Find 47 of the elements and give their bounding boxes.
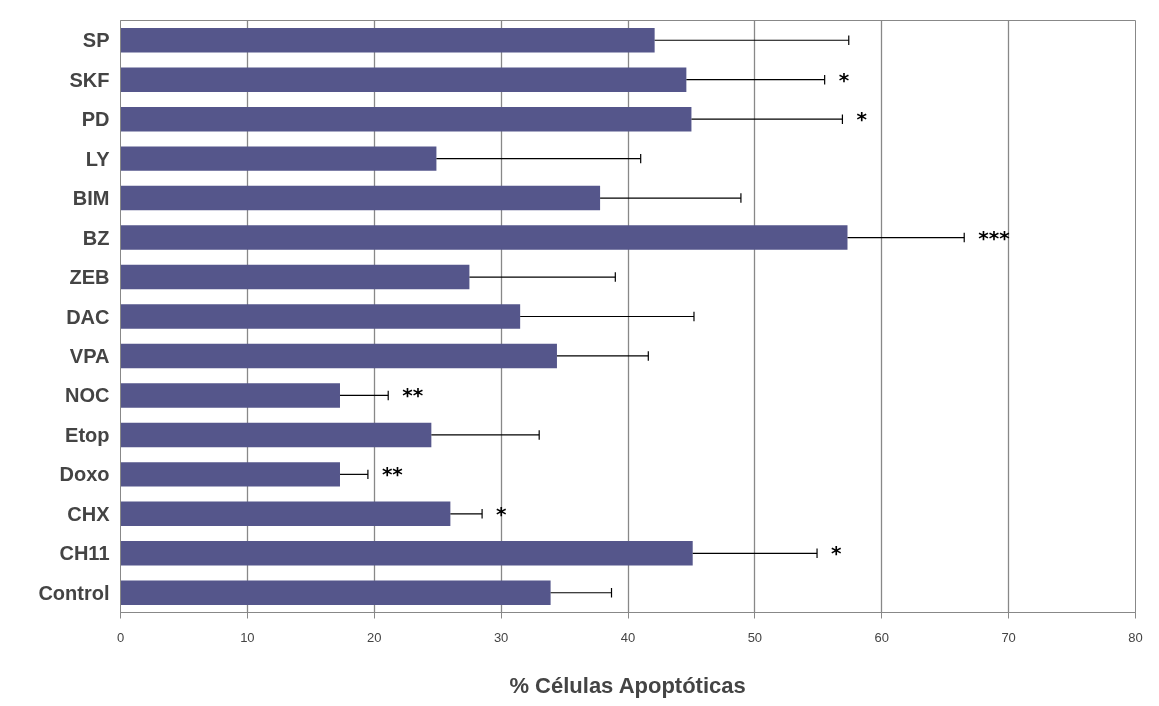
bar [120, 264, 470, 290]
bar [120, 225, 848, 250]
y-tick-label: SP [82, 29, 110, 52]
annotation: * [856, 107, 868, 132]
x-tick-label: 0 [116, 629, 125, 645]
bar [120, 462, 340, 487]
x-tick-label: 60 [874, 629, 889, 645]
bar [120, 422, 432, 448]
y-tick-label: CH11 [59, 542, 110, 565]
x-tick-label: 10 [240, 629, 255, 645]
bar [120, 106, 692, 132]
y-tick-label: NOC [65, 384, 110, 407]
y-tick-label: SKF [69, 68, 110, 91]
y-tick-label: CHX [67, 502, 111, 525]
bar [120, 580, 551, 605]
y-tick-label: Etop [65, 423, 110, 446]
x-tick-label: 50 [747, 629, 763, 645]
y-tick-label: Doxo [59, 463, 110, 486]
annotation: *** [978, 225, 1011, 250]
y-tick-label: BIM [72, 187, 110, 210]
bar [120, 501, 451, 527]
x-tick-label: 20 [367, 629, 382, 645]
y-tick-label: VPA [69, 344, 110, 367]
bar [120, 343, 557, 369]
x-tick-label: 40 [620, 629, 636, 645]
x-axis-title: % Células Apoptóticas [509, 672, 746, 698]
y-tick-label: DAC [66, 305, 110, 328]
y-tick-label: BZ [82, 226, 110, 249]
annotation: ** [402, 383, 424, 408]
y-tick-label: ZEB [69, 266, 110, 289]
y-tick-label: Control [38, 581, 110, 604]
annotation: * [831, 541, 843, 566]
annotation: ** [381, 462, 404, 487]
y-tick-label: PD [81, 108, 110, 131]
annotation: * [496, 501, 508, 526]
bar [120, 28, 655, 53]
bar [120, 304, 521, 329]
annotation: * [838, 67, 850, 92]
y-tick-label: LY [85, 147, 111, 170]
bar [120, 67, 687, 92]
x-tick-label: 80 [1128, 629, 1143, 645]
bar [120, 146, 437, 171]
x-tick-label: 30 [493, 629, 509, 645]
x-tick-label: 70 [1001, 629, 1016, 645]
bar [120, 383, 340, 408]
bar [120, 185, 601, 211]
bar [120, 541, 693, 566]
